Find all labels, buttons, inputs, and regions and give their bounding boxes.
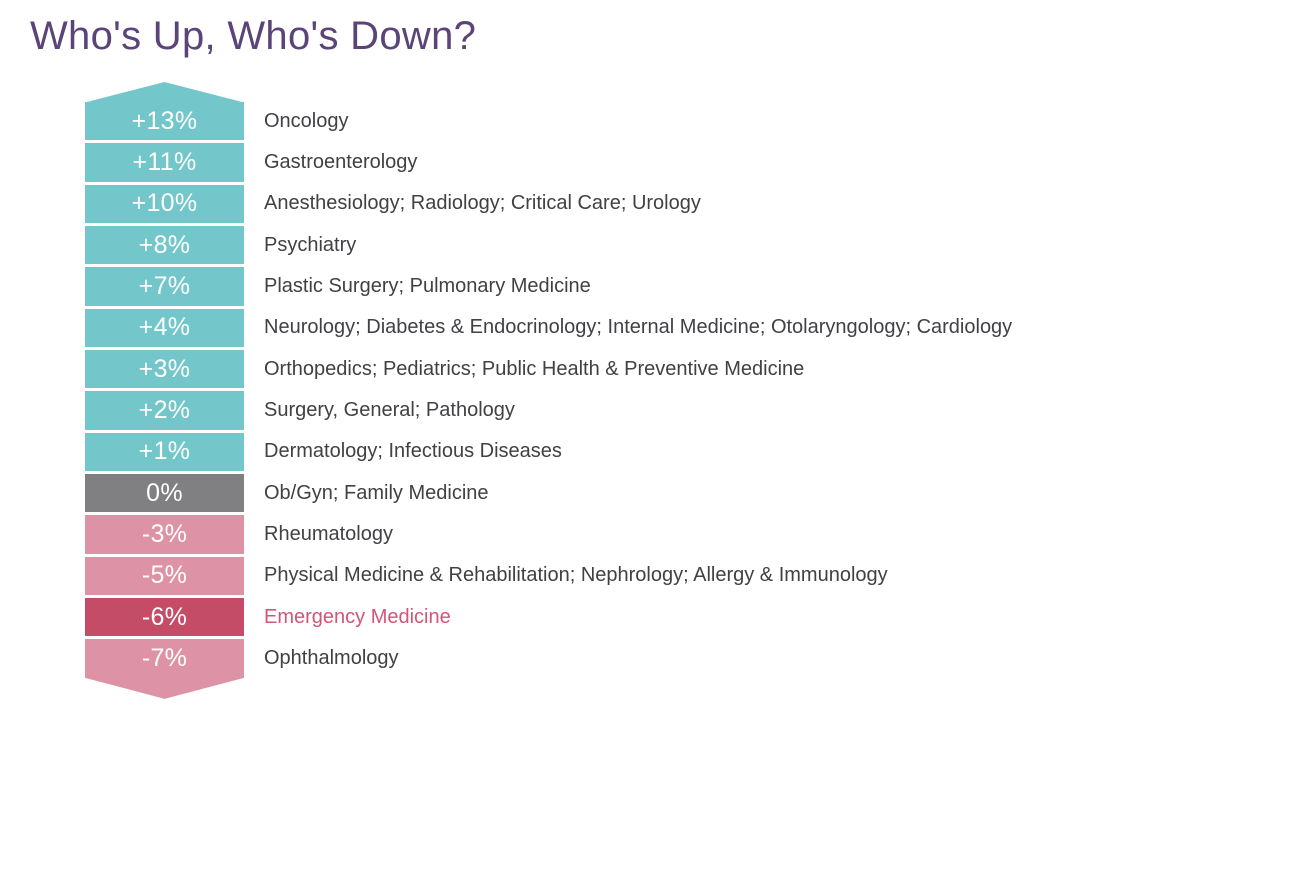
specialty-label: Neurology; Diabetes & Endocrinology; Int… [264,316,1013,339]
specialty-label: Gastroenterology [264,151,418,174]
bar-row: +3% Orthopedics; Pediatrics; Public Healt… [85,350,1012,391]
bar-row: +8% Psychiatry [85,226,1012,267]
down-arrow-tip-icon [85,677,244,699]
bar-row: -6% Emergency Medicine [85,598,1012,639]
change-value: +2% [138,396,191,425]
change-bar: +4% [85,308,244,348]
specialty-label: Ophthalmology [264,647,399,670]
specialty-label: Psychiatry [264,233,357,256]
change-value: -3% [141,520,188,549]
change-value: +10% [131,189,198,218]
bar-row: 0% Ob/Gyn; Family Medicine [85,474,1012,515]
specialty-label: Dermatology; Infectious Diseases [264,440,562,463]
change-value: -6% [141,602,188,631]
change-bar: +1% [85,432,244,472]
specialty-label: Orthopedics; Pediatrics; Public Health &… [264,357,805,380]
bar-row: -7% Ophthalmology [85,639,1012,680]
change-bar: +3% [85,350,244,389]
specialty-label: Surgery, General; Pathology [264,399,515,422]
change-value: +8% [138,230,191,259]
change-bar: -5% [85,556,244,596]
change-chart: +13% Oncology +11% Gastroenterology +10% Anes… [85,82,1012,699]
specialty-label: Anesthesiology; Radiology; Critical Care… [264,192,701,215]
change-bar: +8% [85,226,244,265]
bar-row: +13% Oncology [85,102,1012,143]
change-bar: 0% [85,474,244,513]
change-bar: -6% [85,598,244,637]
specialty-label: Physical Medicine & Rehabilitation; Neph… [264,564,888,587]
rows: +13% Oncology +11% Gastroenterology +10% Anes… [85,102,1012,681]
specialty-label: Emergency Medicine [264,605,451,628]
bar-row: +10% Anesthesiology; Radiology; Critical … [85,184,1012,226]
change-value: +3% [138,354,191,383]
change-bar: +2% [85,391,244,430]
change-value: +11% [132,148,197,177]
change-bar: +7% [85,267,244,306]
bar-row: -5% Physical Medicine & Rehabilitation; N… [85,556,1012,598]
change-bar: +10% [85,184,244,224]
change-value: -7% [141,644,188,673]
change-bar: +13% [85,102,244,141]
specialty-label: Plastic Surgery; Pulmonary Medicine [264,275,591,298]
bar-row: +7% Plastic Surgery; Pulmonary Medicine [85,267,1012,308]
specialty-label: Ob/Gyn; Family Medicine [264,481,489,504]
change-bar: -7% [85,639,244,678]
bar-row: +4% Neurology; Diabetes & Endocrinology; … [85,308,1013,350]
change-value: -5% [141,561,188,590]
page-title: Who's Up, Who's Down? [30,14,477,58]
bar-row: -3% Rheumatology [85,515,1012,556]
bar-row: +2% Surgery, General; Pathology [85,391,1012,432]
change-value: +1% [138,437,191,466]
up-arrow-peak-icon [85,82,244,103]
bar-row: +1% Dermatology; Infectious Diseases [85,432,1012,474]
bar-row: +11% Gastroenterology [85,143,1012,184]
specialty-label: Rheumatology [264,523,393,546]
specialty-label: Oncology [264,109,349,132]
change-value: +7% [138,272,191,301]
change-value: 0% [146,478,183,507]
change-bar: +11% [85,143,244,182]
change-bar: -3% [85,515,244,554]
change-value: +4% [138,313,191,342]
change-value: +13% [131,106,198,135]
